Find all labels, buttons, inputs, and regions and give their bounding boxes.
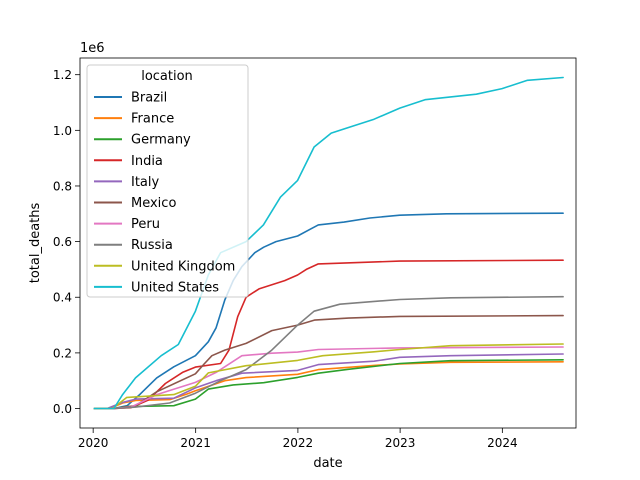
y-tick-label: 0.6 (53, 235, 72, 249)
y-tick-label: 0.8 (53, 179, 72, 193)
y-axis-label: total_deaths (28, 203, 43, 284)
y-tick-label: 1.0 (53, 124, 72, 138)
x-axis-label: date (313, 456, 342, 471)
x-tick-label: 2024 (487, 436, 518, 450)
x-tick-label: 2022 (283, 436, 314, 450)
series-line-united-kingdom (93, 343, 564, 410)
legend-label-italy: Italy (131, 175, 160, 190)
legend-label-peru: Peru (131, 217, 160, 232)
legend-items: Brazil France Germany India Italy Mexico Peru R… (94, 91, 235, 295)
x-tick-label: 2020 (78, 436, 109, 450)
y-tick-label: 1.2 (53, 68, 72, 82)
legend-label-mexico: Mexico (131, 196, 176, 211)
y-axis-ticks: 0.0 0.2 0.4 0.6 0.8 1.0 1.2 (53, 68, 80, 416)
x-tick-label: 2023 (385, 436, 416, 450)
legend-label-france: France (131, 112, 174, 127)
y-offset-label: 1e6 (80, 41, 105, 56)
legend-label-brazil: Brazil (131, 91, 167, 106)
y-tick-label: 0.0 (53, 402, 72, 416)
legend-title: location (141, 69, 193, 84)
series-line-russia (93, 295, 564, 410)
legend-label-united-states: United States (131, 280, 219, 295)
legend-label-germany: Germany (131, 133, 191, 148)
x-axis-ticks: 2020 2021 2022 2023 2024 (78, 428, 518, 450)
y-tick-label: 0.2 (53, 346, 72, 360)
y-tick-label: 0.4 (53, 291, 72, 305)
legend-box (86, 64, 249, 298)
legend-label-united-kingdom: United Kingdom (131, 259, 235, 274)
plot-frame (79, 57, 577, 429)
series-lines (93, 76, 564, 410)
series-line-united-states (93, 76, 564, 410)
legend-label-india: India (131, 154, 163, 169)
series-line-india (93, 259, 564, 410)
x-tick-label: 2021 (180, 436, 211, 450)
legend-label-russia: Russia (131, 238, 173, 253)
legend: location Brazil France Germany India Italy Me… (86, 64, 249, 298)
